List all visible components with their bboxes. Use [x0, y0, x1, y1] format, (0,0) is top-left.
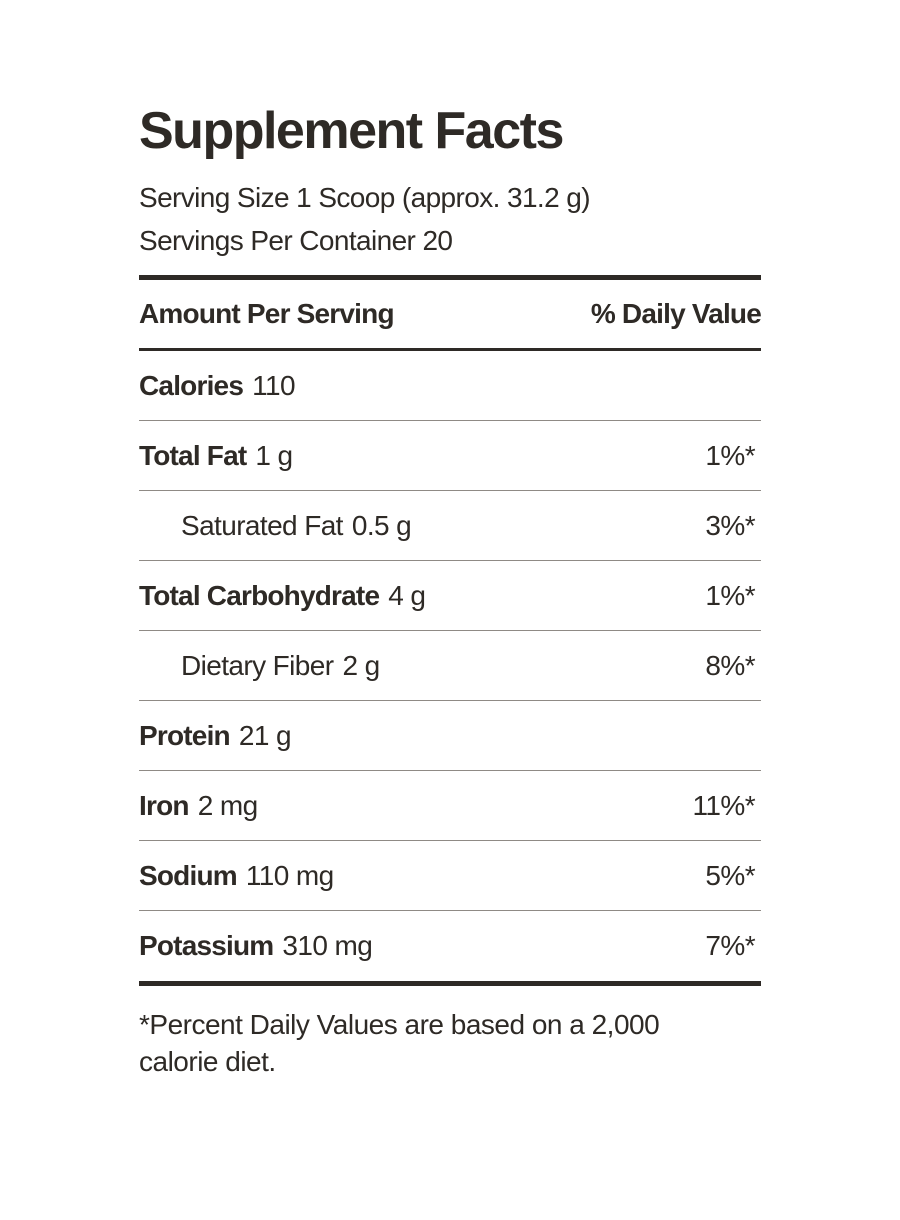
serving-size: Serving Size 1 Scoop (approx. 31.2 g) [139, 182, 591, 213]
nutrient-amount: 1 g [255, 439, 293, 471]
nutrient-name: Saturated Fat [181, 509, 343, 541]
nutrient-amount: 110 [252, 369, 295, 401]
bottom-thick-rule [139, 981, 761, 986]
nutrient-row-saturated-fat: Saturated Fat 0.5 g 3%* [139, 491, 761, 561]
nutrient-daily-value: 3%* [705, 509, 755, 541]
nutrient-row-protein: Protein 21 g [139, 701, 761, 771]
nutrient-amount: 2 g [342, 649, 380, 681]
nutrient-row-iron: Iron 2 mg 11%* [139, 771, 761, 841]
nutrient-amount: 4 g [388, 579, 426, 611]
daily-value-header: % Daily Value [590, 298, 762, 329]
serving-info: Serving Size 1 Scoop (approx. 31.2 g) Se… [139, 176, 761, 262]
nutrient-row-sodium: Sodium 110 mg 5%* [139, 841, 761, 911]
daily-value-footnote: *Percent Daily Values are based on a 2,0… [139, 1009, 660, 1077]
nutrient-daily-value: 1%* [705, 579, 755, 611]
nutrient-name: Iron [139, 789, 189, 821]
nutrient-name: Calories [139, 369, 244, 401]
panel-title: Supplement Facts [139, 102, 564, 160]
nutrient-amount: 0.5 g [351, 509, 412, 541]
nutrient-daily-value: 7%* [705, 929, 755, 961]
nutrient-name: Dietary Fiber [181, 649, 334, 681]
nutrient-amount: 2 mg [197, 789, 258, 821]
nutrient-row-potassium: Potassium 310 mg 7%* [139, 911, 761, 980]
nutrient-daily-value: 1%* [705, 439, 755, 471]
top-thick-rule [139, 275, 761, 280]
nutrient-row-calories: Calories 110 [139, 351, 761, 421]
nutrient-row-total-fat: Total Fat 1 g 1%* [139, 421, 761, 491]
nutrient-daily-value: 5%* [705, 859, 755, 891]
column-header: Amount Per Serving % Daily Value [139, 280, 762, 348]
header-rule [139, 348, 761, 351]
nutrient-name: Total Fat [139, 439, 247, 471]
nutrient-daily-value: 8%* [705, 649, 755, 681]
supplement-facts-panel: Supplement Facts Serving Size 1 Scoop (a… [139, 100, 762, 1080]
amount-per-serving-header: Amount Per Serving [139, 298, 395, 329]
nutrient-row-dietary-fiber: Dietary Fiber 2 g 8%* [139, 631, 761, 701]
nutrient-amount: 21 g [238, 719, 292, 751]
servings-per-container: Servings Per Container 20 [139, 225, 453, 256]
nutrient-daily-value: 11%* [692, 789, 756, 821]
nutrient-name: Total Carbohydrate [139, 579, 380, 611]
nutrient-row-total-carbohydrate: Total Carbohydrate 4 g 1%* [139, 561, 761, 631]
nutrient-name: Potassium [139, 929, 274, 961]
nutrient-list: Calories 110 Total Fat 1 g 1%* Saturated F… [139, 351, 761, 980]
nutrient-amount: 310 mg [282, 929, 373, 961]
nutrient-amount: 110 mg [245, 859, 334, 891]
nutrient-name: Sodium [139, 859, 238, 891]
nutrient-name: Protein [139, 719, 231, 751]
